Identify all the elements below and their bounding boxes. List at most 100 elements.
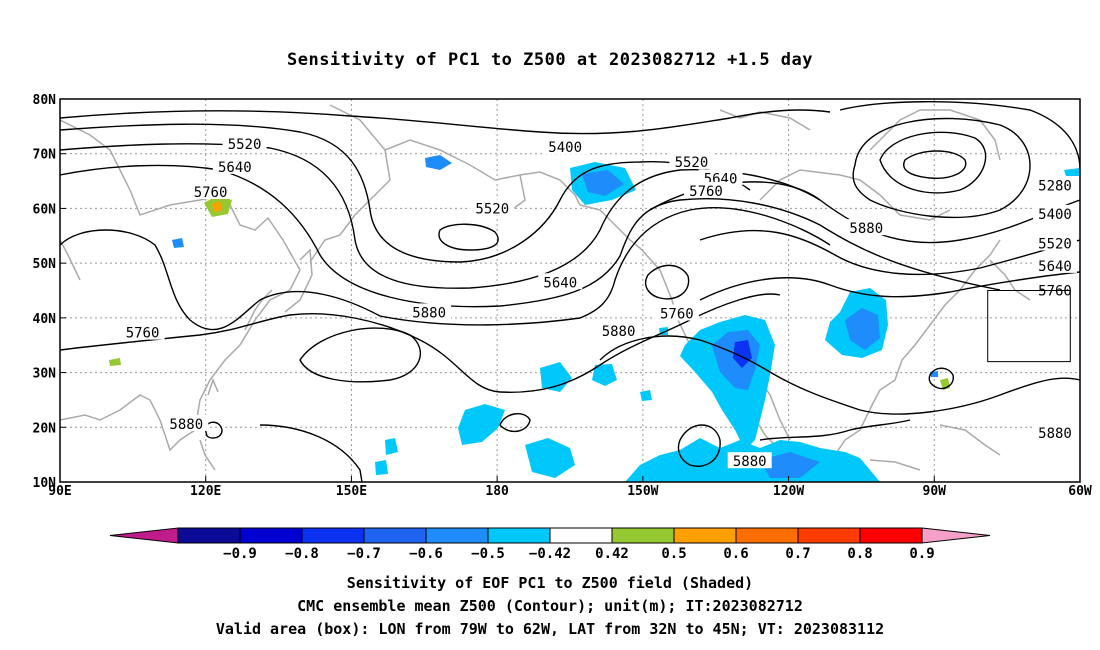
contour-label: 5880	[407, 303, 452, 321]
colorbar-label: 0.6	[723, 546, 748, 562]
contour-label: 5880	[844, 219, 889, 237]
contour-label: 5640	[538, 273, 583, 291]
lat-tick-label: 70N	[33, 148, 57, 163]
contour-label-bg	[1033, 204, 1077, 221]
contour-label-text: 5520	[475, 201, 509, 217]
contour-label-text: 5880	[602, 324, 636, 340]
colorbar-label: −0.7	[347, 546, 381, 562]
contour-label-bg	[654, 304, 699, 321]
contour-label-bg	[684, 181, 728, 198]
contour-label-text: 5400	[548, 140, 582, 156]
contour-label-text: 5880	[849, 221, 883, 237]
gridlines	[60, 99, 1080, 482]
contour-label: 5520	[470, 199, 515, 217]
contour-label-text: 5880	[169, 417, 203, 433]
contour-label: 5400	[543, 138, 588, 156]
contour-label: 5880	[1033, 423, 1077, 442]
contour-label-text: 5520	[1038, 236, 1072, 252]
contour-label: 5400	[1033, 204, 1077, 223]
colorbar-swatch	[611, 527, 675, 544]
contour-label: 5280	[1033, 176, 1077, 194]
contour-label-bg	[188, 183, 233, 200]
caption-shading: Sensitivity of EOF PC1 to Z500 field (Sh…	[346, 574, 754, 592]
contour-label-text: 5760	[660, 306, 694, 322]
page-title: Sensitivity of PC1 to Z500 at 2023082712…	[286, 50, 813, 70]
contour-label-bg	[596, 321, 641, 338]
contour-label-bg	[222, 134, 267, 151]
contour-label-bg	[669, 152, 714, 169]
contour-label: 5880	[164, 415, 209, 433]
contour-label-bg	[543, 138, 588, 155]
contour-label-text: 5520	[228, 137, 262, 153]
lon-tick-label: 120E	[190, 484, 221, 499]
lon-tick-label: 90W	[923, 484, 947, 499]
colorbar-swatch	[797, 527, 861, 544]
colorbar-label: 0.8	[847, 546, 872, 562]
contour-label-text: 5760	[689, 184, 723, 200]
contour-label-bg	[470, 199, 515, 216]
contour-label-bg	[212, 157, 257, 174]
contour-label-text: 5640	[543, 275, 577, 291]
contour-label-text: 5640	[218, 160, 252, 176]
contour-label-bg	[1033, 234, 1077, 251]
colorbar-swatch	[735, 527, 799, 544]
contour-label-bg	[727, 452, 772, 469]
colorbar-swatch	[487, 527, 551, 544]
contour-label-bg	[1033, 256, 1077, 273]
contour-label: 5760	[120, 323, 165, 342]
colorbar-swatch	[177, 527, 241, 544]
contour-label: 5640	[1033, 256, 1077, 275]
lon-tick-label: 180	[485, 484, 509, 499]
colorbar-label: −0.5	[471, 546, 505, 562]
contour-label-bg	[1033, 281, 1077, 298]
caption-valid-area: Valid area (box): LON from 79W to 62W, L…	[215, 620, 885, 638]
contour-label-bg	[407, 303, 452, 320]
contour-label: 5760	[654, 304, 699, 322]
colorbar-label: 0.42	[595, 546, 629, 562]
lat-tick-label: 10N	[33, 476, 57, 491]
contour-label-text: 5520	[675, 155, 709, 171]
colorbar-label: −0.8	[285, 546, 319, 562]
lon-tick-label: 90E	[48, 484, 71, 499]
colorbar-label: −0.6	[409, 546, 443, 562]
contour-label-text: 5760	[1038, 284, 1072, 300]
colorbar-swatch	[301, 527, 365, 544]
contour-label: 5880	[727, 452, 772, 470]
contour-label-text: 5280	[1038, 178, 1072, 194]
lat-tick-label: 30N	[33, 367, 57, 382]
contour-label-text: 5760	[194, 185, 228, 201]
lat-tick-label: 20N	[33, 421, 57, 436]
colorbar-label: 0.5	[661, 546, 686, 562]
sensitivity-shading	[109, 155, 1080, 482]
contour-label: 5640	[212, 157, 257, 176]
contour-label-bg	[698, 169, 743, 186]
contour-label-bg	[1033, 176, 1077, 193]
contour-label-text: 5400	[1038, 207, 1072, 223]
colorbar-label: −0.42	[529, 546, 571, 562]
lon-tick-label: 60W	[1068, 484, 1092, 499]
axis-ticks: 90E 120E 150E 180 150W 120W 90W 60W 10N 20N 30N 40N…	[33, 93, 1092, 499]
valid-area-box	[987, 290, 1071, 363]
colorbar-label: −0.9	[223, 546, 257, 562]
lon-tick-label: 120W	[773, 484, 804, 499]
colorbar-swatch	[239, 527, 303, 544]
contour-label-bg	[164, 415, 209, 432]
lat-tick-label: 40N	[33, 312, 57, 327]
caption-contour: CMC ensemble mean Z500 (Contour); unit(m…	[297, 597, 803, 615]
colorbar-high-arrow	[921, 527, 991, 544]
contour-label-bg	[120, 323, 165, 340]
colorbar-swatch	[549, 527, 613, 544]
contour-label-text: 5880	[1038, 426, 1072, 442]
contour-label-bg	[1033, 423, 1077, 440]
contour-label-text: 5880	[733, 454, 767, 470]
colorbar-swatch	[425, 527, 489, 544]
lon-tick-label: 150E	[336, 484, 367, 499]
colorbar-label: 0.9	[909, 546, 934, 562]
colorbar-swatch	[673, 527, 737, 544]
lat-tick-label: 50N	[33, 257, 57, 272]
colorbar-low-arrow	[109, 527, 179, 544]
contour-label: 5520	[669, 152, 714, 171]
contour-label: 5760	[684, 181, 728, 200]
lat-tick-label: 80N	[33, 93, 57, 108]
